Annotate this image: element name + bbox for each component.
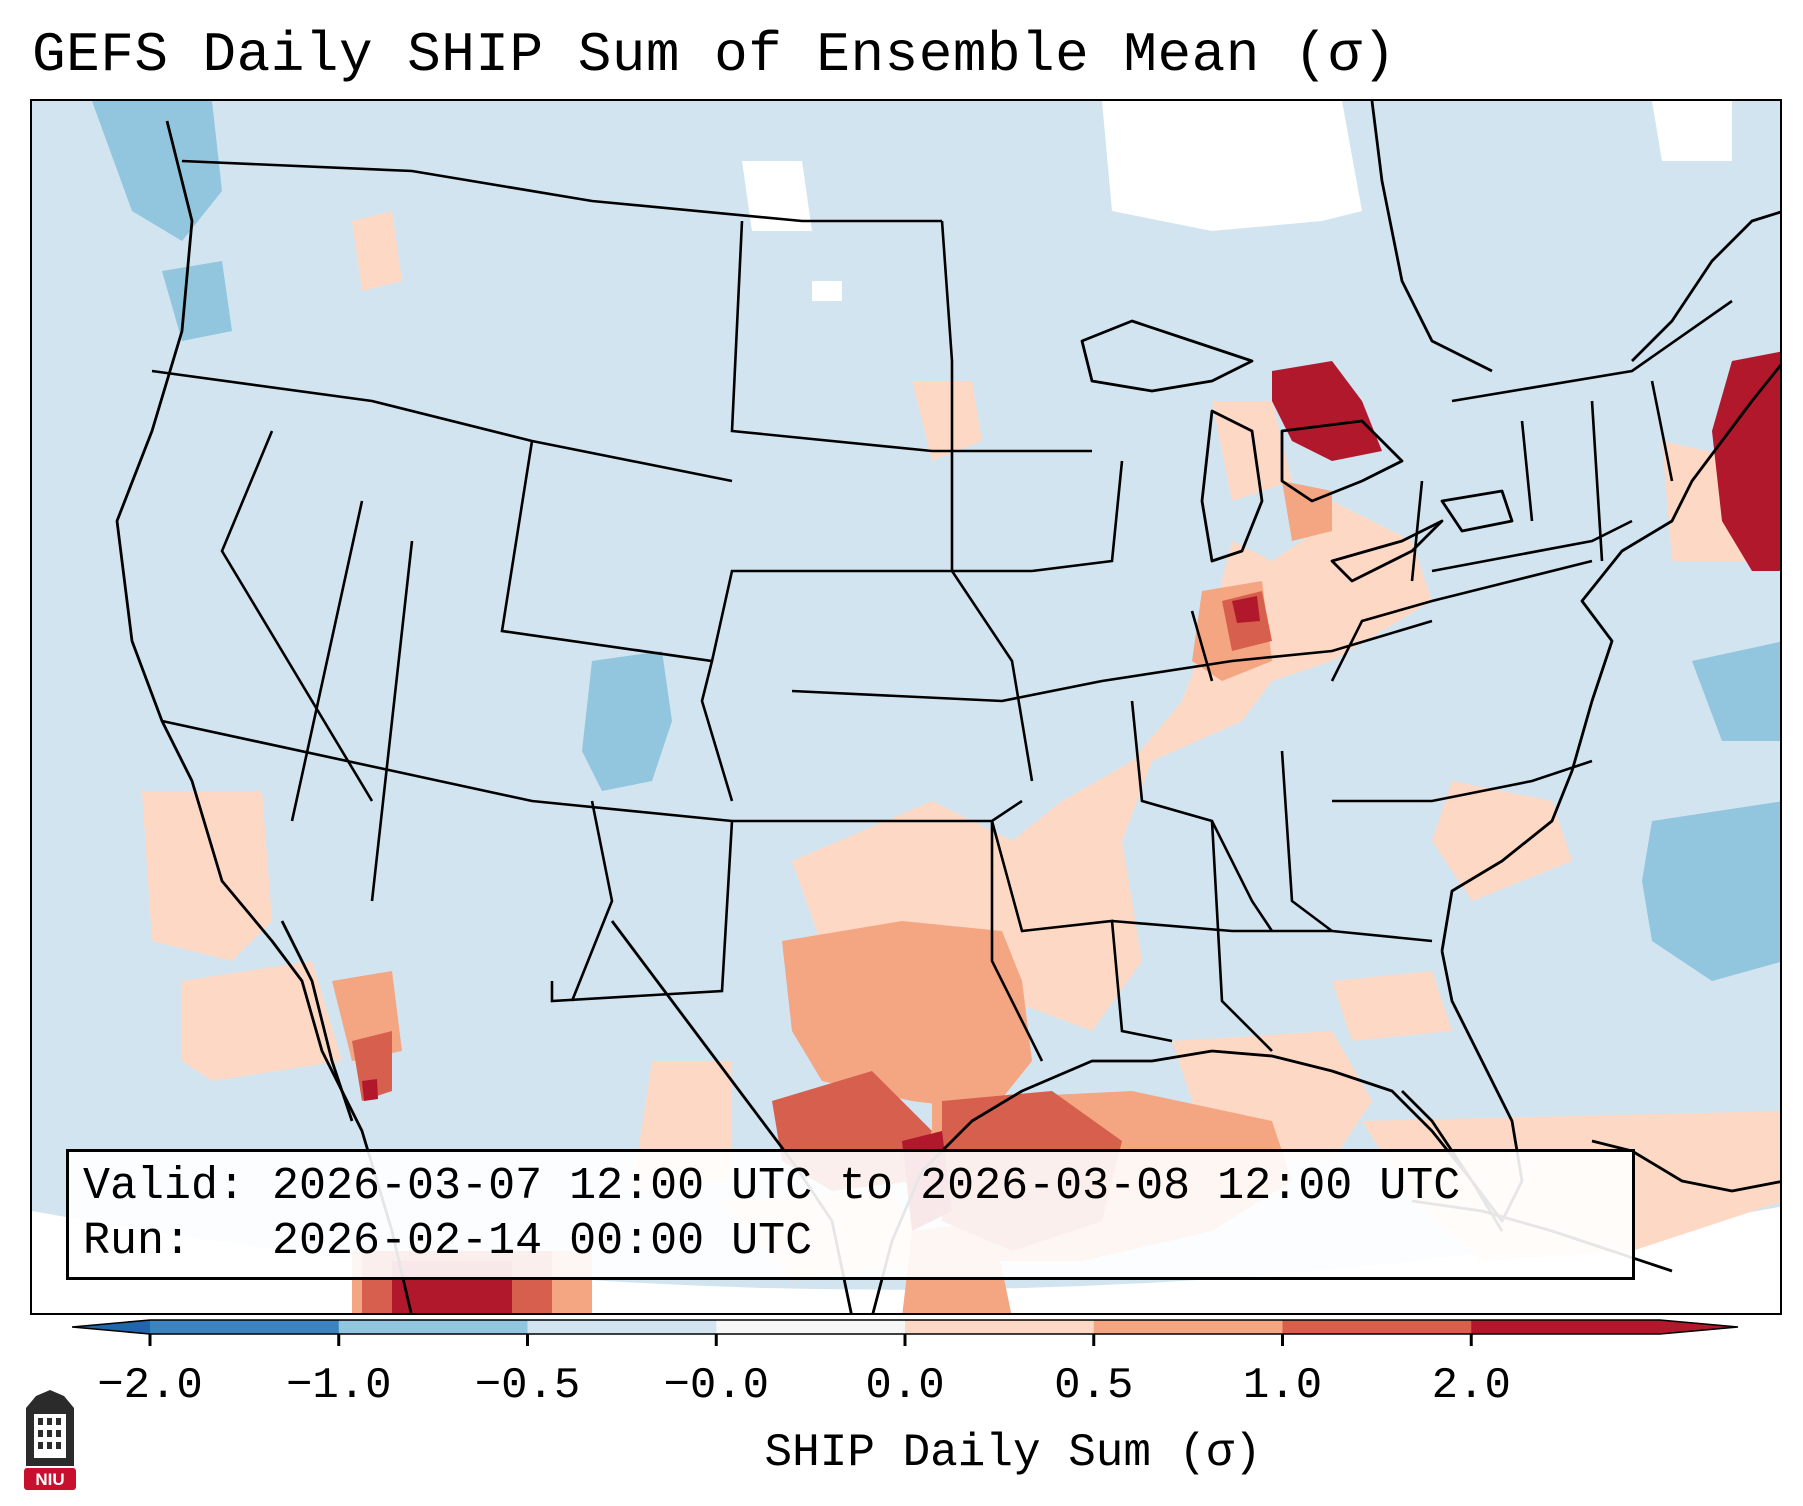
map-panel [30, 99, 1782, 1315]
state-borders [151, 159, 1733, 1062]
colorbar-tick-label: 0.0 [865, 1361, 945, 1411]
colorbar-segment [1093, 1320, 1283, 1334]
colorbar-segment [1282, 1320, 1472, 1334]
run-time-text: Run: 2026-02-14 00:00 UTC [83, 1216, 813, 1267]
map-title: GEFS Daily SHIP Sum of Ensemble Mean (σ) [32, 23, 1397, 87]
colorbar-segment [527, 1320, 717, 1334]
colorbar-extend-high [1660, 1320, 1738, 1334]
colorbar-tick-label: −1.0 [285, 1361, 392, 1411]
map-canvas [32, 101, 1780, 1313]
colorbar-label: SHIP Daily Sum (σ) [764, 1427, 1262, 1479]
colorbar-tick-label: 0.5 [1054, 1361, 1134, 1411]
svg-text:NIU: NIU [35, 1470, 64, 1489]
colorbar-segment [905, 1320, 1095, 1334]
colorbar-outline [72, 1319, 1739, 1335]
colorbar [72, 1319, 1739, 1346]
valid-run-box: Valid: 2026-03-07 12:00 UTC to 2026-03-0… [66, 1149, 1635, 1280]
colorbar-tick-label: −0.0 [663, 1361, 770, 1411]
colorbar-tick-label: −2.0 [97, 1361, 203, 1411]
niu-logo: NIU [24, 1390, 76, 1490]
colorbar-segment [338, 1320, 528, 1334]
colorbar-tick-label: 2.0 [1431, 1361, 1511, 1411]
colorbar-segment [150, 1320, 340, 1334]
valid-time-text: Valid: 2026-03-07 12:00 UTC to 2026-03-0… [83, 1161, 1461, 1212]
colorbar-tick-label: 1.0 [1242, 1361, 1323, 1411]
anomaly-near-zero [742, 101, 1732, 301]
colorbar-tick-label: −0.5 [474, 1361, 581, 1411]
colorbar-extend-low [72, 1320, 150, 1334]
colorbar-segment [1471, 1320, 1661, 1334]
colorbar-segments [150, 1320, 1661, 1334]
colorbar-segment [716, 1320, 906, 1334]
colorbar-ticks [148, 1334, 1473, 1346]
